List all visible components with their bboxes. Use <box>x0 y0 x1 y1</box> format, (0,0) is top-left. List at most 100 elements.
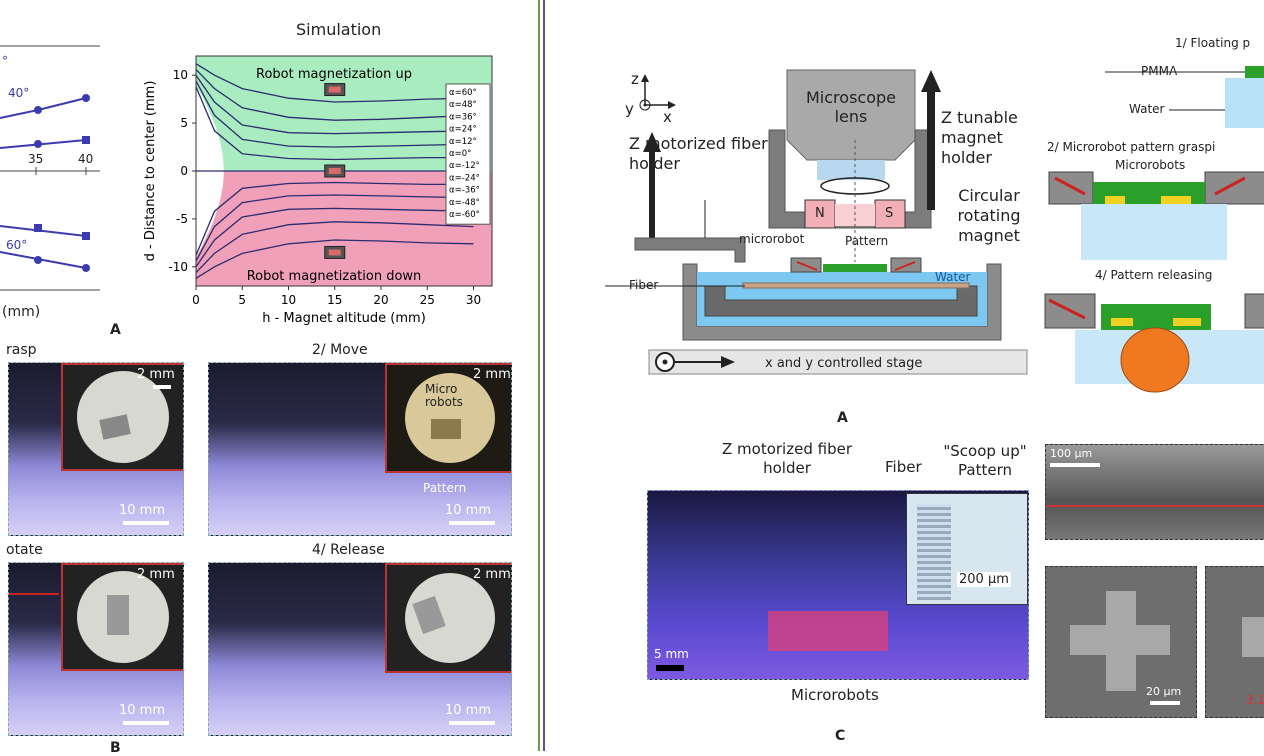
legend-item-5: α=0° <box>449 149 471 159</box>
legend-item-10: α=-60° <box>449 210 480 220</box>
x-tick-label-4: 20 <box>373 293 388 307</box>
sem-scale-20-bar <box>1150 701 1180 705</box>
legend-item-7: α=-24° <box>449 173 480 183</box>
legend-item-2: α=36° <box>449 112 477 122</box>
series-line-2 <box>195 74 474 135</box>
circular-rotating-label: Circular rotating magnet <box>957 186 1021 245</box>
sem-scale-100-bar <box>1050 463 1100 467</box>
c-scoop-label: "Scoop up" Pattern <box>943 442 1027 479</box>
c-scale-5mm-bar <box>656 665 684 671</box>
legend-box <box>445 83 491 225</box>
legend-item-9: α=-48° <box>449 198 480 208</box>
grasp-inset-scalebar <box>153 385 171 389</box>
microrobot-label: microrobot <box>739 232 805 246</box>
move-inset-scale: 2 mm <box>473 367 511 382</box>
c-photo: 200 µm 5 mm <box>647 490 1029 680</box>
c-z-motorized-label: Z motorized fiber holder <box>722 440 852 477</box>
c-scale-5mm: 5 mm <box>654 647 689 661</box>
sem-scale-100: 100 µm <box>1050 447 1093 460</box>
y-tick-label-0: 10 <box>173 68 188 82</box>
grasp-main-scale: 10 mm <box>119 503 166 518</box>
x-axis-label: h - Magnet altitude (mm) <box>262 311 426 326</box>
region-down <box>196 171 492 286</box>
rotate-arrow <box>9 593 59 595</box>
x-tick-label-2: 10 <box>281 293 296 307</box>
sem-scale-20: 20 µm <box>1146 685 1182 698</box>
left-figure-panel: ° 40° 35 40 60° (mm) Simulation 0 5 10 15 20… <box>0 0 540 756</box>
photo-move: Micro robots 2 mm Pattern 10 mm <box>208 362 512 536</box>
legend-item-8: α=-36° <box>449 186 480 196</box>
magnet-n: N <box>815 206 825 221</box>
legend-item-4: α=12° <box>449 137 477 147</box>
y-axis-label: d - Distance to center (mm) <box>143 81 158 262</box>
photo-rotate: 2 mm 10 mm <box>8 562 184 736</box>
partial-tick-35: 35 <box>28 152 44 166</box>
step2-label: 2/ Microrobot pattern graspi <box>1047 140 1216 154</box>
legend-item-6: α=-12° <box>449 161 480 171</box>
move-main-scale: 10 mm <box>445 503 492 518</box>
axis-z: z <box>631 70 639 88</box>
partial-label-deg: ° <box>2 54 8 68</box>
y-tick-label-3: -5 <box>176 212 188 226</box>
legend-item-1: α=48° <box>449 100 477 110</box>
series-line-9 <box>195 221 474 274</box>
partial-axis-unit: (mm) <box>2 304 41 320</box>
z-motorized-label: Z motorized fiber holder <box>629 134 768 173</box>
sem-top: 100 µm <box>1045 444 1264 540</box>
fiber-label: Fiber <box>629 278 659 292</box>
right-figure-panel: z y x Microscope lens Z tunable magnet h… <box>543 0 1264 751</box>
c-scale-200: 200 µm <box>957 572 1011 587</box>
partial-label-40: 40° <box>8 86 30 100</box>
setup-schematic <box>605 66 1264 393</box>
photo-title-4: 4/ Release <box>312 542 385 558</box>
partial-label-60: 60° <box>6 238 28 252</box>
panel-letter-a: A <box>110 322 121 338</box>
legend-item-0: α=60° <box>449 88 477 98</box>
photo-rotate-inset: 2 mm <box>61 563 183 671</box>
partial-angle-plot <box>0 45 100 291</box>
y-tick-label-2: 0 <box>180 164 188 178</box>
c-microrobots-label: Microrobots <box>791 686 879 704</box>
series-line-4 <box>195 86 474 161</box>
robot-marker-fill-1 <box>328 168 341 174</box>
x-tick-label-3: 15 <box>327 293 342 307</box>
robot-marker-fill-2 <box>328 249 341 256</box>
c-pattern-area <box>768 611 888 651</box>
move-pattern <box>431 419 461 439</box>
region-up <box>196 56 492 171</box>
panel-letter-b: B <box>110 740 121 756</box>
sem-cross-2-part <box>1242 617 1264 657</box>
photo-title-1: rasp <box>6 342 37 358</box>
series-line-8 <box>195 207 474 268</box>
stage-label: x and y controlled stage <box>765 356 923 371</box>
x-tick-label-0: 0 <box>192 293 200 307</box>
y-tick-label-1: 5 <box>180 116 188 130</box>
x-tick-label-5: 25 <box>420 293 435 307</box>
grasp-inset-scale: 2 mm <box>137 367 175 382</box>
robot-marker-fill-0 <box>328 86 341 93</box>
rotate-inset-scale: 2 mm <box>137 567 175 582</box>
photo-title-2: 2/ Move <box>312 342 368 358</box>
photo-grasp: 2 mm 10 mm <box>8 362 184 536</box>
photo-title-3: otate <box>6 542 43 558</box>
region-up-label: Robot magnetization up <box>256 67 412 82</box>
axis-y: y <box>625 100 634 118</box>
series-line-6 <box>195 181 474 256</box>
pattern-label: Pattern <box>845 234 889 248</box>
water2-label: Water <box>1129 102 1165 116</box>
photo-release: 2 mm 10 mm <box>208 562 512 736</box>
grasp-main-scalebar <box>123 521 169 525</box>
move-main-scalebar <box>449 521 495 525</box>
c-fiber-label: Fiber <box>885 458 922 476</box>
photo-grasp-inset: 2 mm <box>61 363 183 471</box>
rotate-pattern <box>107 595 129 635</box>
x-tick-label-1: 5 <box>238 293 246 307</box>
x-tick-label-6: 30 <box>466 293 481 307</box>
series-line-7 <box>195 194 474 262</box>
release-main-scalebar <box>449 721 495 725</box>
sem-red-line <box>1046 505 1264 507</box>
legend-item-3: α=24° <box>449 125 477 135</box>
release-main-scale: 10 mm <box>445 703 492 718</box>
series-line-0 <box>195 63 474 103</box>
photo-release-inset: 2 mm <box>385 563 511 673</box>
